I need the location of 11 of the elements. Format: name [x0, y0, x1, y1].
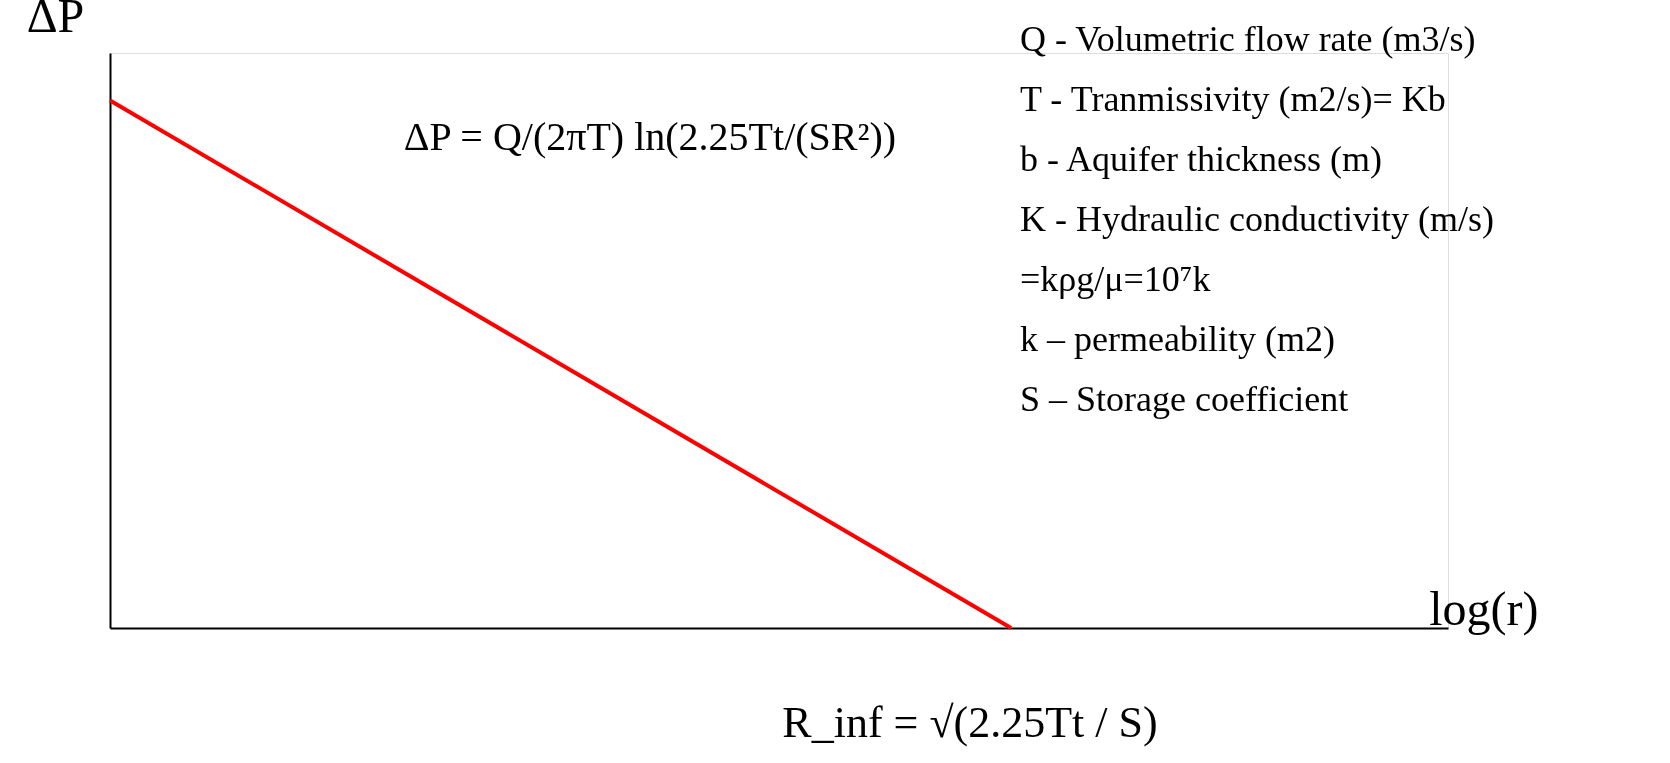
annotation: ΔP = Q/(2πT) ln(2.25Tt/(SR²)) — [403, 114, 897, 159]
text: Q - Volumetric flow rate (m3/s) — [1020, 19, 1476, 59]
annotation: S – Storage coefficient — [1020, 379, 1349, 419]
text: R_inf = √(2.25Tt / S) — [782, 698, 1158, 747]
y-axis-title: ΔP — [26, 0, 85, 42]
annotation: K - Hydraulic conductivity (m/s) — [1020, 199, 1494, 239]
annotation: b - Aquifer thickness (m) — [1020, 139, 1382, 179]
annotation: =kρg/μ=10⁷k — [1020, 259, 1211, 299]
x-axis-title: log(r) — [1429, 581, 1539, 636]
annotation: T - Tranmissivity (m2/s)= Kb — [1020, 79, 1446, 119]
annotation: k – permeability (m2) — [1020, 319, 1335, 359]
